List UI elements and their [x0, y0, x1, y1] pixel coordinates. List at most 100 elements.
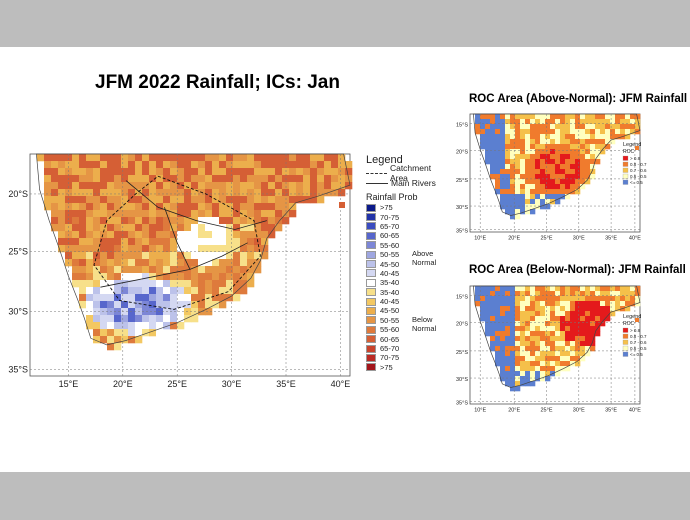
raster-cell — [575, 286, 581, 292]
raster-cell — [540, 159, 546, 165]
raster-cell — [233, 280, 241, 288]
raster-cell — [177, 280, 185, 288]
raster-cell — [575, 296, 581, 302]
raster-cell — [600, 144, 606, 150]
raster-cell — [590, 296, 596, 302]
raster-cell — [149, 168, 157, 176]
legend-catchment-label: Catchment Area — [389, 163, 432, 183]
raster-cell — [550, 296, 556, 302]
raster-cell — [550, 114, 556, 120]
raster-cell — [254, 266, 262, 274]
raster-cell — [184, 238, 192, 246]
raster-cell — [520, 326, 526, 332]
raster-cell — [510, 214, 516, 220]
raster-cell — [219, 280, 227, 288]
raster-cell — [149, 252, 157, 260]
raster-cell — [128, 336, 136, 344]
raster-cell — [149, 280, 157, 288]
raster-cell — [605, 134, 611, 140]
raster-cell — [570, 316, 576, 322]
raster-cell — [100, 175, 108, 183]
raster-cell — [275, 168, 283, 176]
raster-cell — [515, 139, 521, 145]
raster-cell — [100, 189, 108, 197]
raster-cell — [615, 114, 621, 120]
raster-cell — [590, 124, 596, 130]
raster-cell — [585, 346, 591, 352]
raster-cell — [100, 322, 108, 330]
raster-cell — [100, 280, 108, 288]
raster-cell — [530, 381, 536, 387]
raster-cell — [590, 301, 596, 307]
raster-cell — [505, 316, 511, 322]
raster-cell — [555, 119, 561, 125]
legend-title: Legend — [366, 154, 403, 166]
raster-cell — [595, 291, 601, 297]
raster-cell — [565, 174, 571, 180]
raster-cell — [86, 252, 94, 260]
raster-cell — [142, 182, 150, 190]
raster-cell — [610, 306, 616, 312]
raster-cell — [540, 184, 546, 190]
latitude-label: 15°S — [456, 294, 468, 300]
raster-cell — [128, 273, 136, 281]
raster-cell — [226, 238, 234, 246]
latitude-label: 20°S — [8, 189, 28, 199]
raster-cell — [275, 189, 283, 197]
raster-cell — [114, 196, 122, 204]
raster-cell — [530, 341, 536, 347]
raster-cell — [72, 259, 80, 267]
raster-cell — [184, 245, 192, 253]
raster-cell — [135, 322, 143, 330]
raster-cell — [142, 294, 150, 302]
raster-cell — [530, 361, 536, 367]
raster-cell — [240, 238, 248, 246]
raster-cell — [570, 114, 576, 120]
main-forecast-map: 20°S25°S30°S35°S15°E 20°E 25°E 30°E 35°E 40°E — [8, 153, 353, 389]
raster-cell — [585, 174, 591, 180]
raster-cell — [600, 301, 606, 307]
raster-cell — [247, 196, 255, 204]
raster-cell — [212, 210, 220, 218]
raster-cell — [184, 217, 192, 225]
raster-cell — [121, 273, 129, 281]
raster-cell — [121, 154, 129, 162]
raster-cell — [505, 321, 511, 327]
raster-cell — [254, 231, 262, 239]
raster-cell — [545, 311, 551, 317]
raster-cell — [500, 321, 506, 327]
legend-item: 60-65 — [366, 334, 448, 344]
raster-cell — [149, 301, 157, 309]
raster-cell — [191, 168, 199, 176]
raster-cell — [615, 124, 621, 130]
raster-cell — [79, 266, 87, 274]
raster-cell — [268, 154, 276, 162]
raster-cell — [86, 189, 94, 197]
raster-cell — [545, 331, 551, 337]
raster-cell — [86, 259, 94, 267]
raster-cell — [520, 371, 526, 377]
raster-cell — [79, 217, 87, 225]
raster-cell — [535, 341, 541, 347]
raster-cell — [510, 129, 516, 135]
raster-cell — [500, 286, 506, 292]
raster-cell — [233, 168, 241, 176]
raster-cell — [261, 238, 269, 246]
raster-cell — [580, 286, 586, 292]
raster-cell — [142, 175, 150, 183]
raster-cell — [575, 119, 581, 125]
raster-cell — [505, 149, 511, 155]
raster-cell — [226, 224, 234, 232]
latitude-label: 30°S — [456, 377, 468, 383]
raster-cell — [635, 114, 641, 120]
raster-cell — [505, 204, 511, 210]
raster-cell — [107, 196, 115, 204]
raster-cell — [233, 189, 241, 197]
raster-cell — [550, 144, 556, 150]
raster-cell — [495, 134, 501, 140]
raster-cell — [555, 194, 561, 200]
raster-cell — [219, 203, 227, 211]
raster-cell — [303, 175, 311, 183]
raster-cell — [51, 161, 59, 169]
raster-cell — [495, 129, 501, 135]
